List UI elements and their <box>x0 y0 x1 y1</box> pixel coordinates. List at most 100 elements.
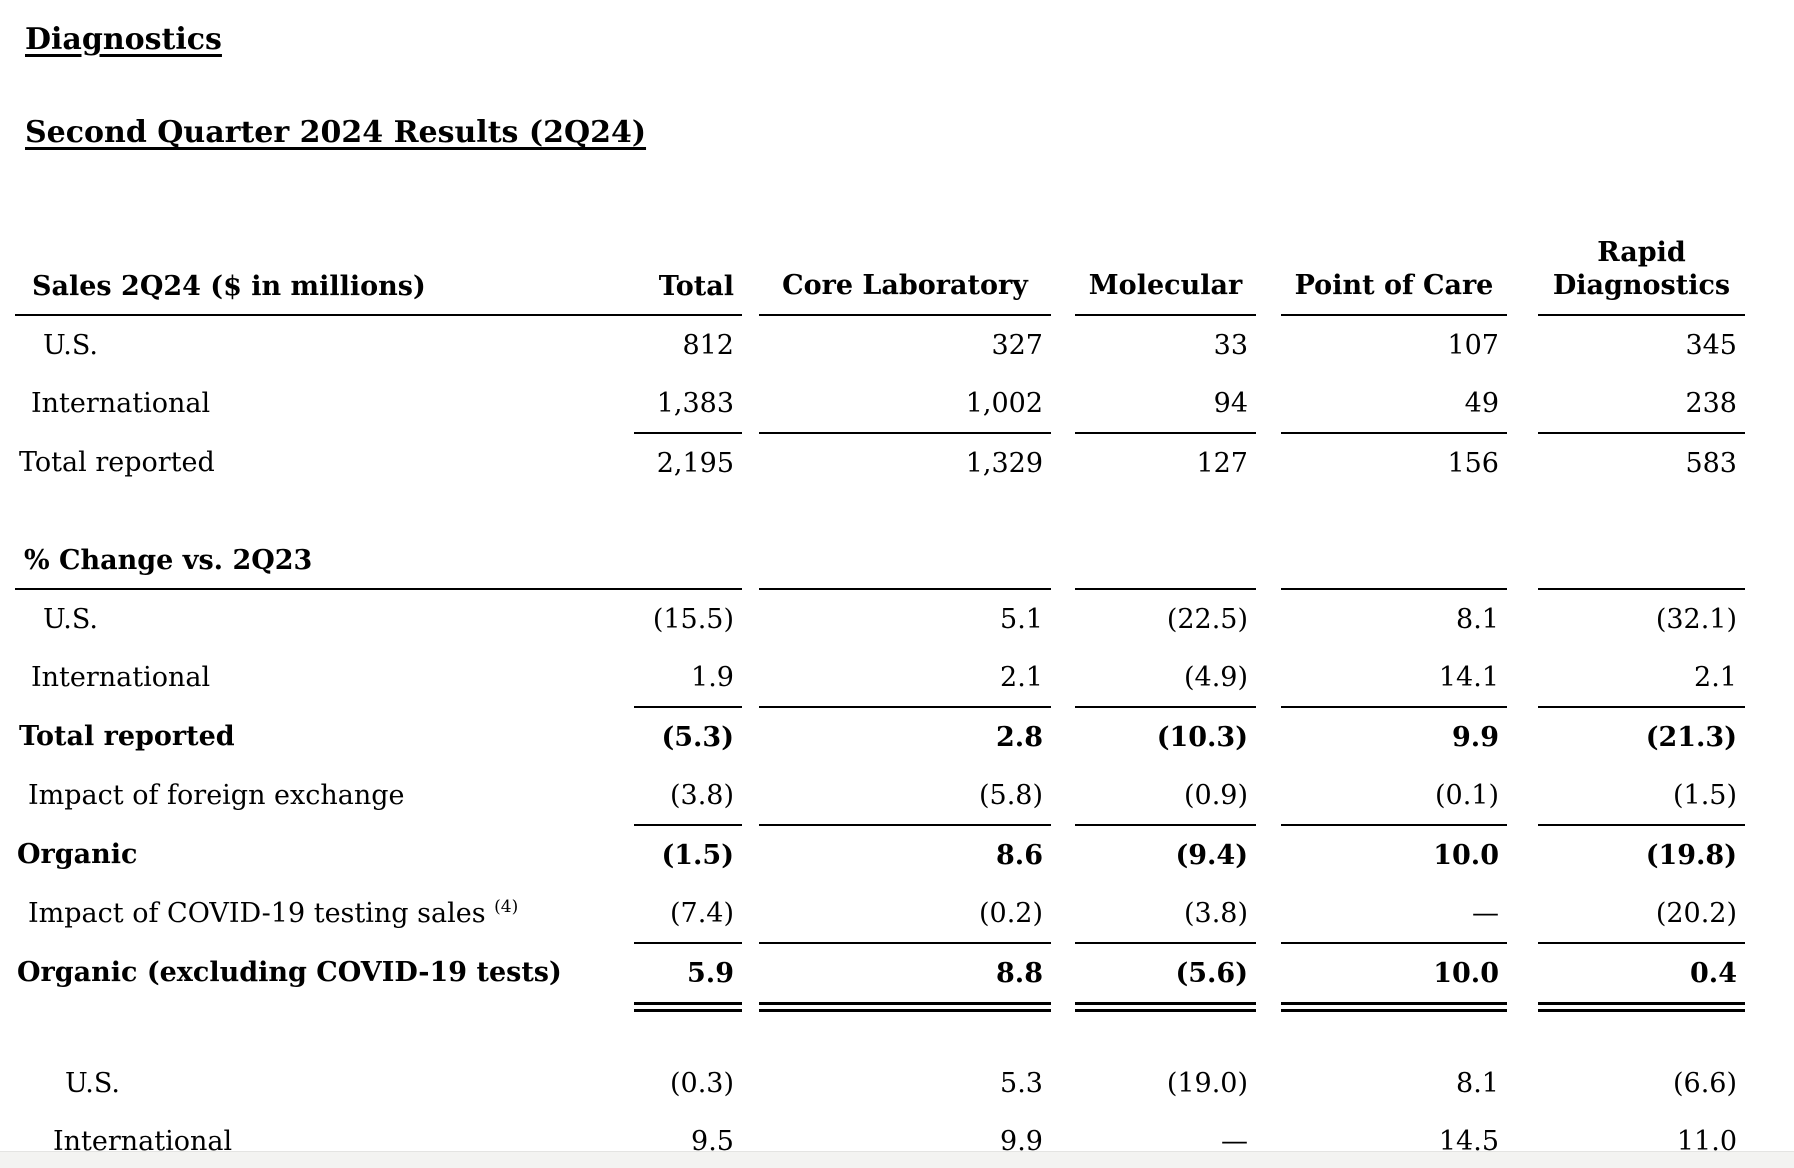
gap <box>1507 1054 1538 1112</box>
cell-total <box>634 532 742 590</box>
table-row-impact-foreign-exchange: Impact of foreign exchange (3.8) (5.8) (… <box>15 766 1745 824</box>
gap <box>742 432 759 492</box>
cell-point-of-care: 107 <box>1447 329 1499 361</box>
cell-rapid-diagnostics: (21.3) <box>1538 706 1745 766</box>
gap <box>1256 884 1281 942</box>
gap <box>1256 766 1281 824</box>
double-rule-molecular <box>1075 1002 1256 1012</box>
row-label: U.S. <box>65 1067 120 1099</box>
cell-core-laboratory: 1,002 <box>965 387 1043 419</box>
gap <box>1051 590 1075 648</box>
cell-rapid-diagnostics: 345 <box>1685 329 1737 361</box>
cell-molecular: (4.9) <box>1183 661 1248 693</box>
gap <box>1051 196 1075 316</box>
cell-molecular <box>1075 532 1256 590</box>
gap <box>1507 766 1538 824</box>
gap <box>1507 1002 1538 1012</box>
cell-total: 2,195 <box>634 432 742 492</box>
gap <box>1256 532 1281 590</box>
table-row-sales-total-reported: Total reported 2,195 1,329 127 156 583 <box>15 432 1745 492</box>
cell-point-of-care: 9.9 <box>1281 706 1507 766</box>
row-label: Impact of COVID-19 testing sales (4) <box>15 884 634 942</box>
gap <box>1051 766 1075 824</box>
spacer-row <box>15 492 1745 532</box>
gap <box>742 884 759 942</box>
gap <box>1507 884 1538 942</box>
row-label: International <box>31 661 211 693</box>
cell-core-laboratory: 8.6 <box>759 824 1051 884</box>
sales-header-label: Sales 2Q24 ($ in millions) <box>15 196 634 316</box>
gap <box>742 590 759 648</box>
gap <box>1256 590 1281 648</box>
cell-point-of-care: 49 <box>1464 387 1499 419</box>
cell-point-of-care: 156 <box>1281 432 1507 492</box>
gap <box>1507 432 1538 492</box>
double-rule-rapid-diagnostics <box>1538 1002 1745 1012</box>
row-label-text: Impact of COVID-19 testing sales <box>28 898 486 929</box>
table-row-sales-us: U.S. 812 327 33 107 345 <box>15 316 1745 374</box>
gap <box>742 196 759 316</box>
gap <box>1256 942 1281 1002</box>
row-label: U.S. <box>43 603 98 635</box>
gap <box>1256 432 1281 492</box>
table-row-sales-international: International 1,383 1,002 94 49 238 <box>15 374 1745 432</box>
gap <box>1051 1002 1075 1012</box>
gap <box>1256 648 1281 706</box>
cell-molecular: (9.4) <box>1075 824 1256 884</box>
row-label: International <box>31 387 211 419</box>
gap <box>1507 706 1538 766</box>
cell-core-laboratory: 2.1 <box>1000 661 1043 693</box>
cell-core-laboratory: (5.8) <box>978 779 1043 811</box>
cell-molecular: 94 <box>1213 387 1248 419</box>
cell-core-laboratory: (0.2) <box>978 897 1043 929</box>
cell-total: (1.5) <box>634 824 742 884</box>
table-row-pct-total-reported: Total reported (5.3) 2.8 (10.3) 9.9 (21.… <box>15 706 1745 766</box>
cell-rapid-diagnostics: (20.2) <box>1655 897 1737 929</box>
row-label: Impact of foreign exchange <box>28 779 405 811</box>
gap <box>1051 884 1075 942</box>
cell-rapid-diagnostics: (19.8) <box>1538 824 1745 884</box>
gap <box>1507 374 1538 432</box>
gap <box>1051 316 1075 374</box>
row-label: U.S. <box>43 329 98 361</box>
cell-total: 1,383 <box>656 387 734 419</box>
gap <box>1507 590 1538 648</box>
gap <box>1507 824 1538 884</box>
cell-point-of-care: 10.0 <box>1281 942 1507 1002</box>
cell-point-of-care: 8.1 <box>1456 603 1499 635</box>
row-label: Total reported <box>19 446 215 478</box>
gap <box>742 532 759 590</box>
footnote-marker: (4) <box>494 897 519 917</box>
gap <box>1507 196 1538 316</box>
cell-rapid-diagnostics: (1.5) <box>1672 779 1737 811</box>
cell-rapid-diagnostics: (6.6) <box>1672 1067 1737 1099</box>
page-subtitle: Second Quarter 2024 Results (2Q24) <box>25 115 647 150</box>
gap <box>742 1002 759 1012</box>
cell-core-laboratory: 327 <box>991 329 1043 361</box>
gap <box>1256 374 1281 432</box>
cell-rapid-diagnostics: 2.1 <box>1694 661 1737 693</box>
table-header-row: Sales 2Q24 ($ in millions) Total Core La… <box>15 196 1745 316</box>
gap <box>742 648 759 706</box>
cell-point-of-care: 10.0 <box>1281 824 1507 884</box>
cell-point-of-care <box>1281 532 1507 590</box>
gap <box>742 766 759 824</box>
cell-point-of-care: 14.1 <box>1438 661 1499 693</box>
table-row-pct-international: International 1.9 2.1 (4.9) 14.1 2.1 <box>15 648 1745 706</box>
gap <box>1051 374 1075 432</box>
gap <box>742 706 759 766</box>
gap <box>1256 1054 1281 1112</box>
cell-rapid-diagnostics: 583 <box>1538 432 1745 492</box>
cell-molecular: (22.5) <box>1166 603 1248 635</box>
cell-molecular: (10.3) <box>1075 706 1256 766</box>
cell-molecular: 127 <box>1075 432 1256 492</box>
cell-core-laboratory: 1,329 <box>759 432 1051 492</box>
page-bottom-edge <box>0 1151 1794 1168</box>
row-label: Organic (excluding COVID-19 tests) <box>17 956 562 988</box>
cell-rapid-diagnostics: 238 <box>1685 387 1737 419</box>
cell-molecular: (0.9) <box>1183 779 1248 811</box>
gap <box>742 374 759 432</box>
cell-rapid-diagnostics <box>1538 532 1745 590</box>
gap <box>1256 706 1281 766</box>
double-rule-core-laboratory <box>759 1002 1051 1012</box>
